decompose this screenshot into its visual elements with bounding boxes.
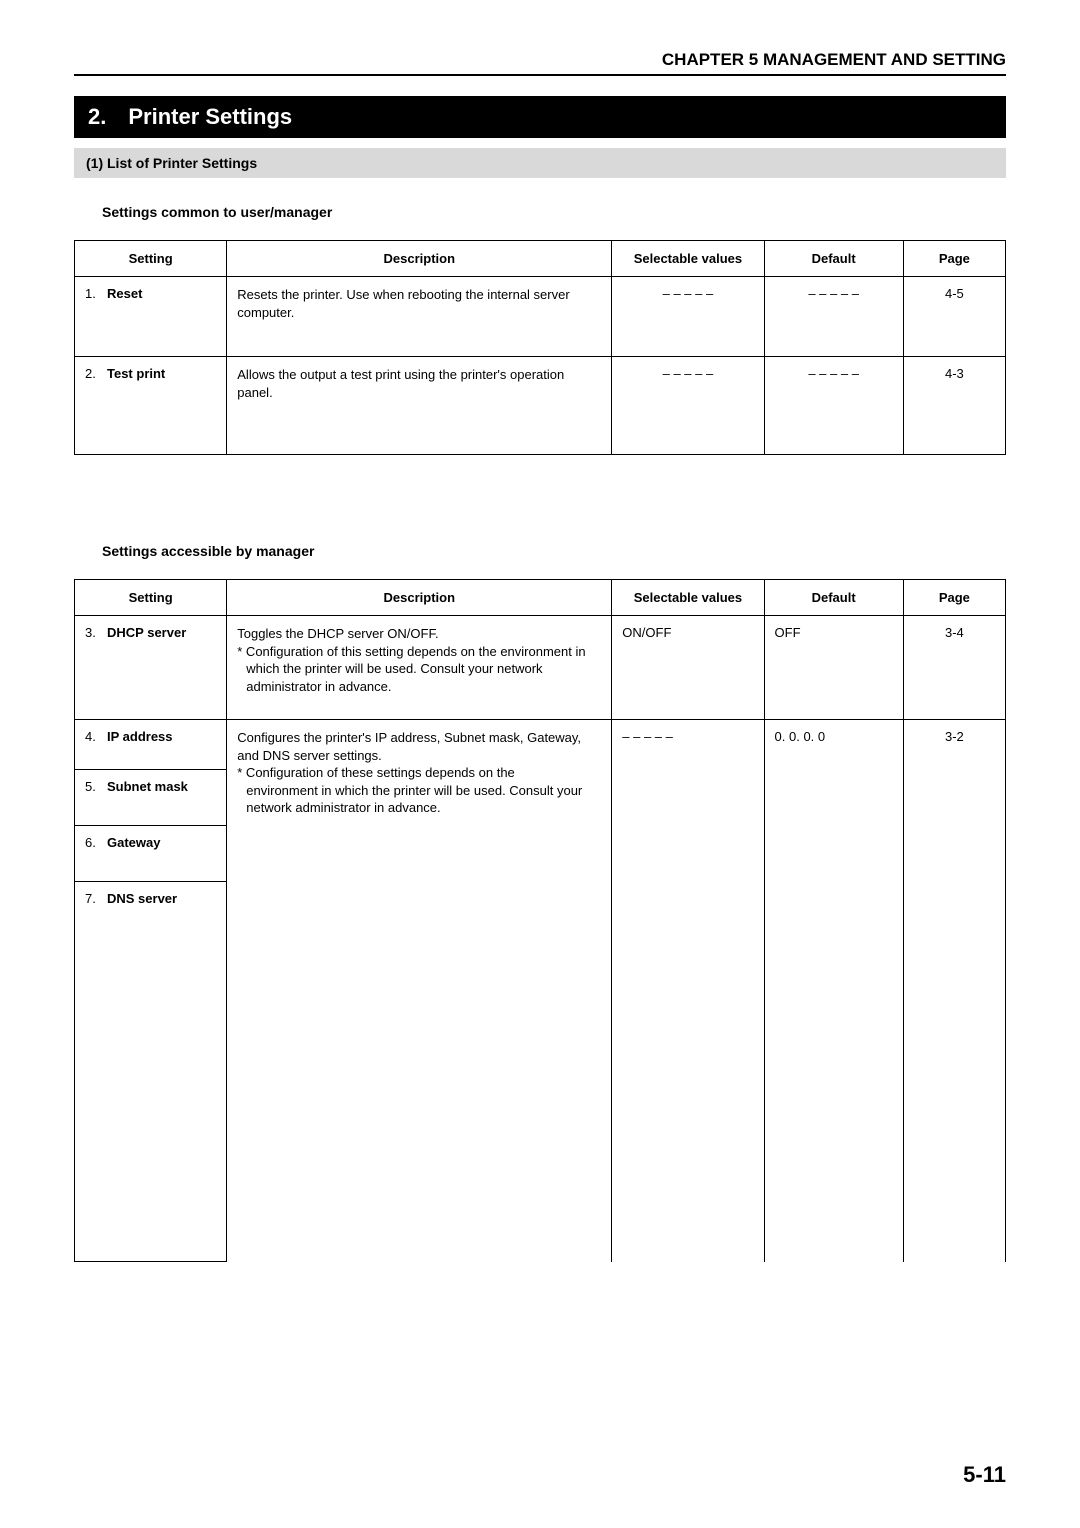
- values-cell: – – – – –: [612, 720, 764, 1262]
- description-note-a: * Configuration of these settings depend…: [237, 764, 601, 782]
- table-row: 1. Reset Resets the printer. Use when re…: [75, 277, 1006, 357]
- values-cell: ON/OFF: [612, 616, 764, 720]
- setting-name: Test print: [107, 366, 165, 381]
- values-cell: – – – – –: [612, 357, 764, 455]
- page-number: 5-11: [963, 1462, 1006, 1488]
- row-number: 2.: [85, 366, 107, 381]
- page-cell: 3-4: [903, 616, 1005, 720]
- description-text: Toggles the DHCP server ON/OFF.: [237, 625, 601, 643]
- th-values: Selectable values: [612, 241, 764, 277]
- default-cell: – – – – –: [764, 277, 903, 357]
- th-page: Page: [903, 241, 1005, 277]
- description-text: Allows the output a test print using the…: [237, 366, 601, 401]
- page-cell: 4-5: [903, 277, 1005, 357]
- setting-name: Gateway: [107, 835, 160, 850]
- description-text: Configures the printer's IP address, Sub…: [237, 729, 601, 764]
- th-page: Page: [903, 580, 1005, 616]
- setting-name: DNS server: [107, 891, 177, 906]
- table-row: 3. DHCP server Toggles the DHCP server O…: [75, 616, 1006, 720]
- setting-name: IP address: [107, 729, 173, 744]
- table-row: 2. Test print Allows the output a test p…: [75, 357, 1006, 455]
- description-text: Resets the printer. Use when rebooting t…: [237, 286, 601, 321]
- table1-label: Settings common to user/manager: [102, 204, 1006, 220]
- th-description: Description: [227, 241, 612, 277]
- setting-name: DHCP server: [107, 625, 186, 640]
- page-cell: 3-2: [903, 720, 1005, 1262]
- th-default: Default: [764, 580, 903, 616]
- default-cell: – – – – –: [764, 357, 903, 455]
- table-manager-settings: Setting Description Selectable values De…: [74, 579, 1006, 1262]
- th-setting: Setting: [75, 241, 227, 277]
- row-number: 7.: [85, 891, 107, 906]
- default-cell: OFF: [764, 616, 903, 720]
- row-number: 5.: [85, 779, 107, 794]
- values-cell: – – – – –: [612, 277, 764, 357]
- description-note: * Configuration of this setting depends …: [237, 643, 601, 696]
- table-common-settings: Setting Description Selectable values De…: [74, 240, 1006, 455]
- th-setting: Setting: [75, 580, 227, 616]
- row-number: 3.: [85, 625, 107, 640]
- subheading: (1) List of Printer Settings: [74, 148, 1006, 178]
- row-number: 6.: [85, 835, 107, 850]
- description-note-b: environment in which the printer will be…: [237, 782, 601, 817]
- table2-label: Settings accessible by manager: [102, 543, 1006, 559]
- row-number: 4.: [85, 729, 107, 744]
- th-values: Selectable values: [612, 580, 764, 616]
- table-row: 4. IP address Configures the printer's I…: [75, 720, 1006, 770]
- chapter-header: CHAPTER 5 MANAGEMENT AND SETTING: [74, 50, 1006, 76]
- th-description: Description: [227, 580, 612, 616]
- setting-name: Subnet mask: [107, 779, 188, 794]
- th-default: Default: [764, 241, 903, 277]
- setting-name: Reset: [107, 286, 142, 301]
- section-title: 2. Printer Settings: [74, 96, 1006, 138]
- default-cell: 0. 0. 0. 0: [764, 720, 903, 1262]
- row-number: 1.: [85, 286, 107, 301]
- page-cell: 4-3: [903, 357, 1005, 455]
